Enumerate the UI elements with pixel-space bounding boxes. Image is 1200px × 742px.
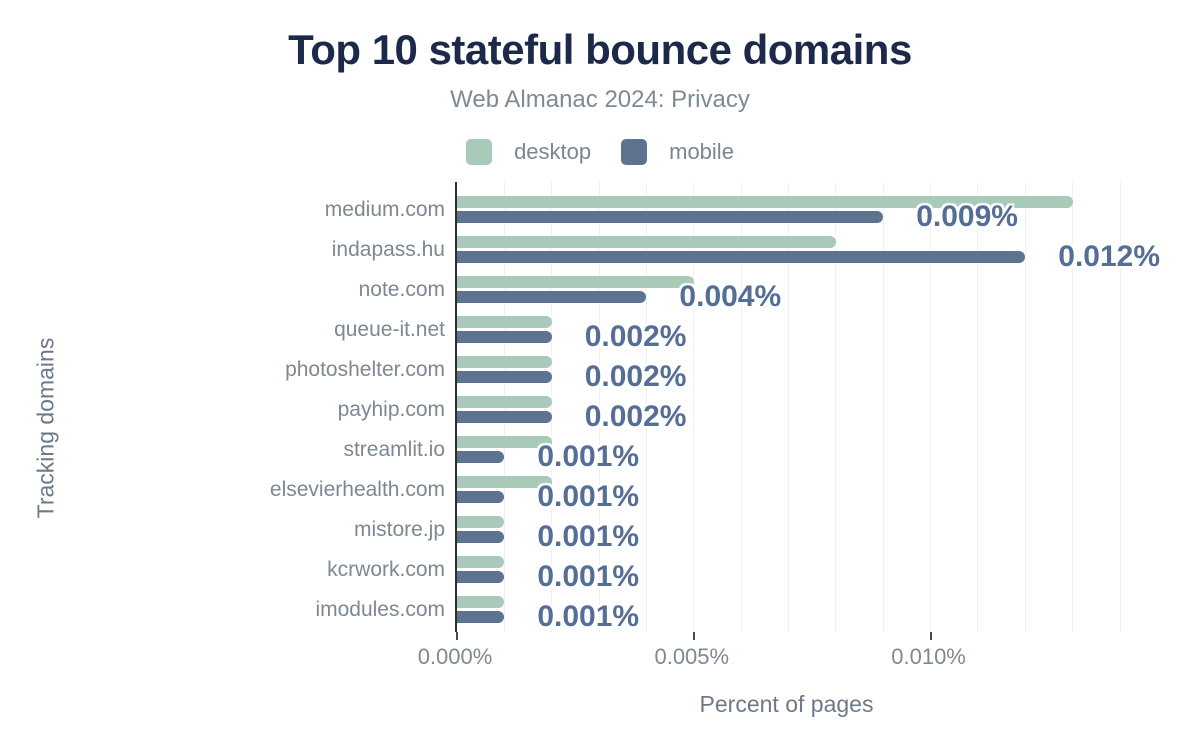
gridline [645, 182, 647, 632]
legend: desktop mobile [0, 139, 1200, 165]
x-tick-label: 0.005% [654, 644, 730, 669]
chart-row: 0.001% [457, 430, 1120, 473]
category-label: elsevierhealth.com [269, 478, 445, 501]
desktop-bar[interactable] [457, 396, 552, 408]
mobile-bar[interactable] [457, 331, 552, 343]
category-label: streamlit.io [343, 438, 445, 461]
chart-row: 0.002% [457, 390, 1120, 433]
mobile-bar[interactable] [457, 451, 505, 463]
category-label: queue-it.net [334, 318, 445, 341]
value-label: 0.009% [916, 200, 1018, 233]
chart-subtitle: Web Almanac 2024: Privacy [450, 86, 750, 113]
chart-row: 0.001% [457, 470, 1120, 513]
gridline [551, 182, 553, 632]
category-label: mistore.jp [353, 518, 445, 541]
gridline [788, 182, 789, 632]
desktop-bar[interactable] [457, 316, 552, 328]
mobile-bar[interactable] [457, 251, 1026, 263]
desktop-bar[interactable] [457, 596, 505, 608]
value-label: 0.001% [537, 440, 640, 473]
gridline [977, 182, 979, 632]
value-label: 0.001% [537, 520, 640, 553]
category-label: payhip.com [337, 398, 445, 421]
chart-row: 0.012% [457, 230, 1160, 272]
mobile-bar[interactable] [457, 411, 552, 423]
value-label: 0.002% [584, 360, 687, 393]
legend-label: desktop [514, 139, 592, 164]
category-label: medium.com [324, 198, 445, 221]
category-label: note.com [358, 278, 445, 301]
desktop-bar[interactable] [457, 436, 552, 448]
value-label: 0.002% [584, 400, 687, 433]
mobile-bar[interactable] [457, 211, 884, 223]
x-tick-mark [456, 632, 458, 640]
gridline [598, 182, 600, 632]
desktop-swatch-icon [466, 139, 493, 165]
mobile-bar[interactable] [457, 531, 505, 543]
chart-row: 0.009% [457, 190, 1120, 233]
x-tick-label: 0.010% [891, 644, 966, 669]
desktop-bar[interactable] [457, 516, 505, 528]
gridline [1119, 182, 1121, 632]
category-labels: medium.com indapass.hu note.com queue-it.ne… [0, 182, 445, 632]
mobile-bar[interactable] [457, 371, 552, 383]
desktop-bar[interactable] [457, 356, 552, 368]
category-label: indapass.hu [331, 238, 445, 261]
x-tick-mark [929, 632, 932, 640]
desktop-bar[interactable] [457, 276, 694, 288]
gridline [835, 182, 837, 632]
gridline [882, 182, 884, 632]
gridline [930, 182, 932, 632]
chart-title: Top 10 stateful bounce domains [288, 26, 912, 73]
desktop-bar[interactable] [457, 196, 1073, 208]
desktop-bar[interactable] [457, 556, 505, 568]
mobile-bar[interactable] [457, 611, 505, 623]
desktop-bar[interactable] [457, 236, 836, 248]
mobile-bar[interactable] [457, 571, 505, 583]
value-label: 0.004% [679, 280, 782, 313]
gridline [740, 182, 742, 632]
gridline [1024, 182, 1026, 632]
mobile-bar[interactable] [457, 491, 505, 503]
x-axis-title: Percent of pages [699, 691, 874, 717]
mobile-bar[interactable] [457, 291, 647, 303]
chart-row: 0.004% [457, 270, 1120, 313]
legend-label: mobile [669, 139, 734, 164]
chart-row: 0.002% [457, 350, 1120, 393]
value-label: 0.012% [1058, 240, 1161, 273]
value-label: 0.001% [537, 480, 640, 513]
chart-row: 0.002% [457, 310, 1120, 353]
x-tick-mark [692, 632, 695, 640]
x-tick-label: 0.000% [417, 644, 493, 669]
chart-row: 0.001% [457, 590, 1120, 633]
value-label: 0.001% [537, 600, 640, 633]
gridline [1072, 182, 1074, 632]
legend-item-desktop[interactable]: desktop [466, 139, 591, 165]
gridline [693, 182, 695, 632]
chart-row: 0.001% [457, 550, 1120, 593]
category-label: kcrwork.com [327, 558, 445, 581]
plot-area: 0.009% 0.012% 0.004% 0.002% 0.002% 0.002% 0.00… [455, 182, 1160, 640]
mobile-swatch-icon [621, 139, 648, 165]
category-label: photoshelter.com [285, 358, 445, 381]
legend-item-mobile[interactable]: mobile [621, 139, 734, 165]
value-label: 0.002% [584, 320, 687, 353]
chart-row: 0.001% [457, 510, 1120, 553]
value-label: 0.001% [537, 560, 640, 593]
category-label: imodules.com [315, 598, 445, 621]
desktop-bar[interactable] [457, 476, 552, 488]
